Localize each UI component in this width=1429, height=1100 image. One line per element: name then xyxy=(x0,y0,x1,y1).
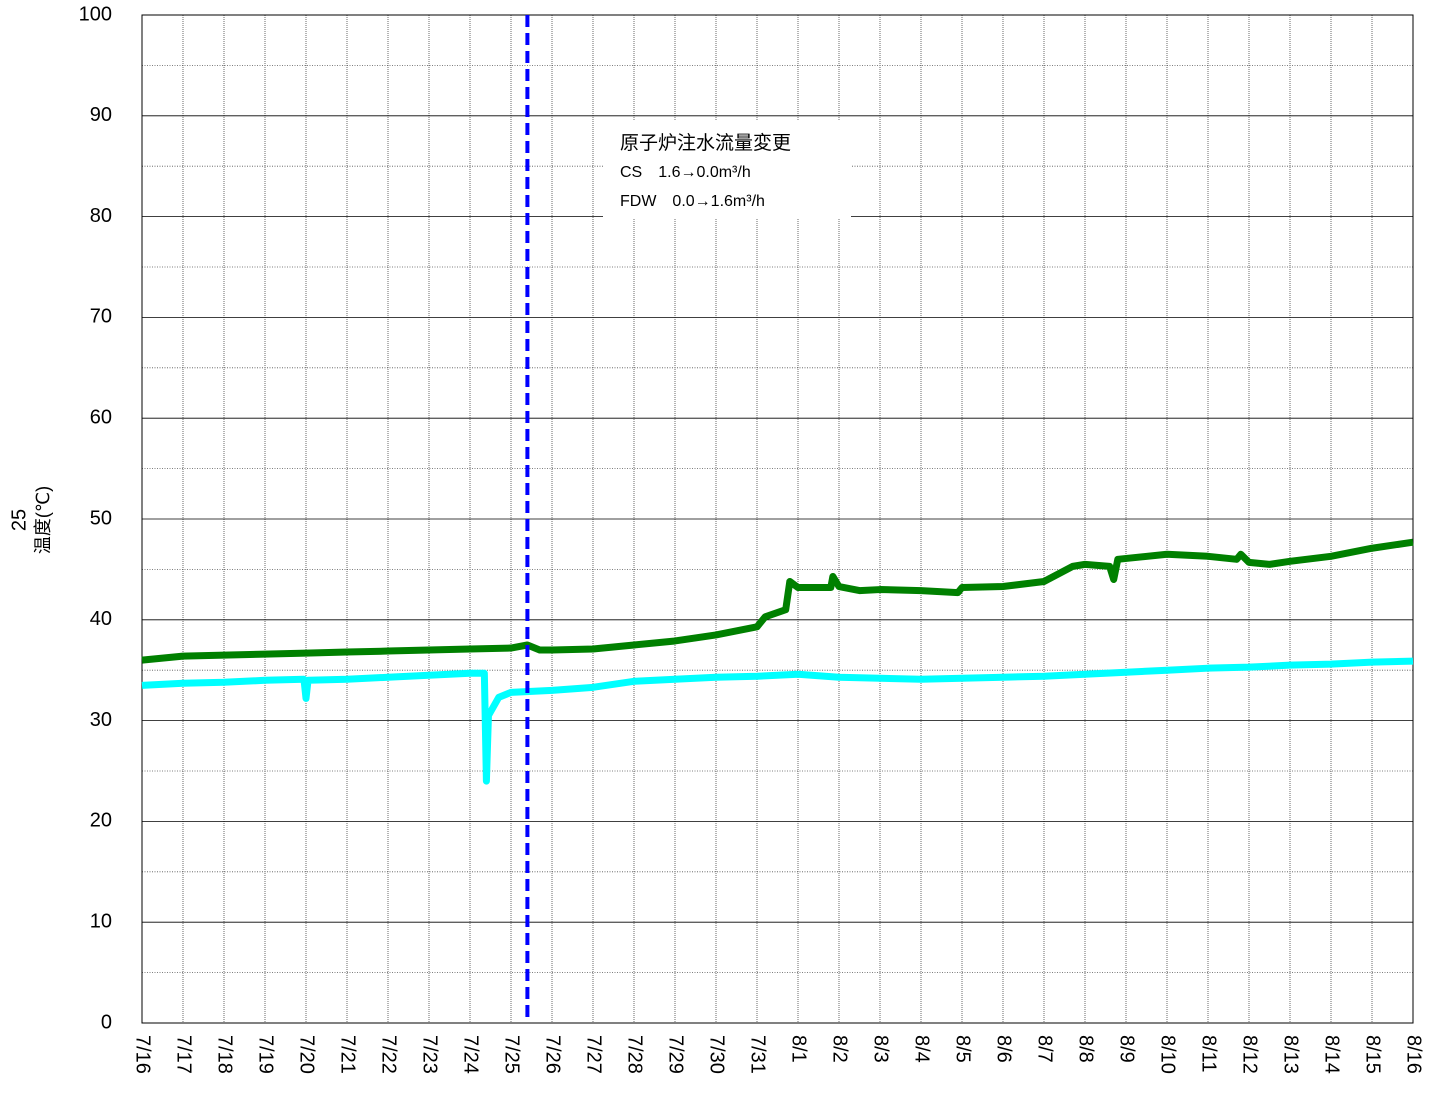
x-tick-label: 8/6 xyxy=(993,1035,1015,1063)
x-tick-label: 8/11 xyxy=(1198,1035,1220,1072)
annotation: 原子炉注水流量変更 CS 1.6→0.0m³/h FDW 0.0→1.6m³/h xyxy=(603,120,851,218)
x-tick-label: 7/19 xyxy=(255,1035,277,1074)
y-axis-label-prefix: 25 xyxy=(8,509,30,531)
y-tick-label: 40 xyxy=(90,608,112,630)
y-tick-label: 90 xyxy=(90,104,112,126)
x-tick-label: 7/23 xyxy=(419,1035,441,1074)
x-tick-label: 7/18 xyxy=(214,1035,236,1074)
x-tick-label: 8/2 xyxy=(829,1035,851,1063)
y-tick-label: 50 xyxy=(90,507,112,529)
data-line xyxy=(141,538,1414,664)
y-tick-label: 0 xyxy=(101,1011,112,1033)
x-tick-label: 8/9 xyxy=(1116,1035,1138,1063)
x-tick-label: 8/8 xyxy=(1075,1035,1097,1063)
x-tick-label: 8/7 xyxy=(1034,1035,1056,1063)
x-tick-label: 7/24 xyxy=(460,1035,482,1074)
x-tick-label: 8/3 xyxy=(870,1035,892,1063)
x-tick-label: 8/15 xyxy=(1362,1035,1384,1074)
x-tick-label: 7/21 xyxy=(337,1035,359,1074)
x-tick-label: 7/25 xyxy=(501,1035,523,1074)
y-tick-label: 70 xyxy=(90,306,112,328)
x-tick-label: 7/16 xyxy=(132,1035,154,1074)
x-tick-label: 7/28 xyxy=(624,1035,646,1074)
data-line xyxy=(141,657,1414,785)
y-axis-label: 温度(℃) xyxy=(33,486,53,554)
x-tick-label: 8/5 xyxy=(952,1035,974,1063)
annotation-box xyxy=(603,120,851,218)
x-tick-label: 7/27 xyxy=(583,1035,605,1074)
x-tick-label: 7/30 xyxy=(706,1035,728,1074)
x-tick-label: 8/12 xyxy=(1239,1035,1261,1074)
x-tick-label: 7/31 xyxy=(747,1035,769,1074)
x-tick-label: 8/10 xyxy=(1157,1035,1179,1074)
y-tick-label: 20 xyxy=(90,810,112,832)
x-tick-label: 7/29 xyxy=(665,1035,687,1074)
annotation-text: CS 1.6→0.0m³/h xyxy=(620,164,751,181)
x-tick-label: 7/22 xyxy=(378,1035,400,1074)
x-tick-label: 8/1 xyxy=(788,1035,810,1063)
x-tick-label: 8/4 xyxy=(911,1035,933,1063)
x-tick-label: 8/16 xyxy=(1403,1035,1425,1074)
x-tick-label: 8/14 xyxy=(1321,1035,1343,1074)
annotation-text: FDW 0.0→1.6m³/h xyxy=(620,193,765,210)
x-tick-label: 7/20 xyxy=(296,1035,318,1074)
y-tick-label: 60 xyxy=(90,406,112,428)
annotation-text: 原子炉注水流量変更 xyxy=(620,132,791,154)
y-tick-label: 30 xyxy=(90,709,112,731)
x-tick-label: 7/17 xyxy=(173,1035,195,1074)
y-tick-label: 80 xyxy=(90,205,112,227)
x-tick-label: 8/13 xyxy=(1280,1035,1302,1074)
x-tick-label: 7/26 xyxy=(542,1035,564,1074)
plot-border xyxy=(141,14,1414,1024)
y-tick-label: 100 xyxy=(79,3,112,25)
y-tick-label: 10 xyxy=(90,910,112,932)
